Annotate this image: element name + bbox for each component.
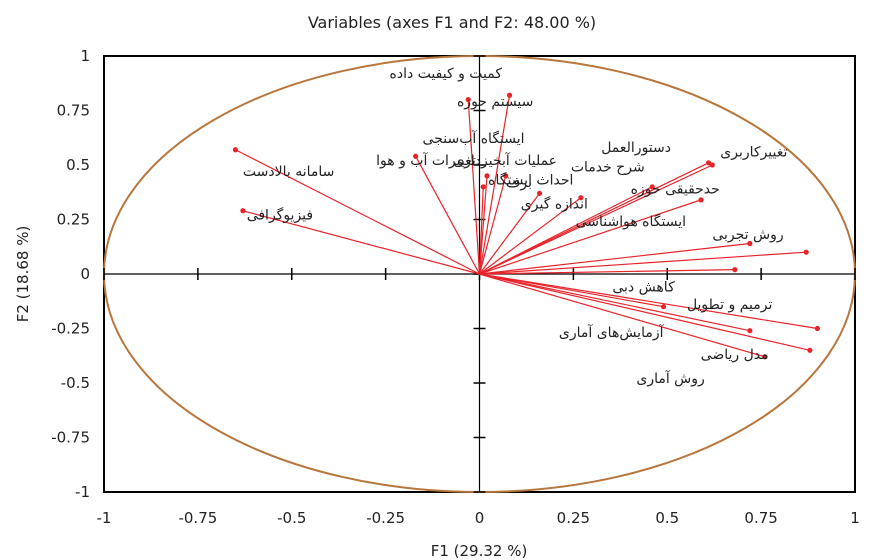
- variable-vector: [479, 186, 653, 275]
- variable-labels: کمیت و کیفیت داده سیستم حوزه سامانه بالادس…: [243, 66, 788, 387]
- variable-label: تغییرات آب و هوا: [376, 152, 476, 169]
- x-tick-label: -0.75: [178, 509, 217, 527]
- variable-point: [807, 347, 813, 353]
- variable-point: [732, 267, 738, 273]
- y-tick-label: -1: [75, 483, 90, 501]
- variable-label: احداث ایستگاه: [488, 172, 573, 189]
- variable-label: کمیت و کیفیت داده: [390, 66, 503, 82]
- variable-point: [814, 325, 821, 332]
- x-tick-label: 1: [850, 509, 860, 527]
- variable-label: ایستگاه آب‌سنجی: [423, 130, 525, 147]
- variable-label: ایستگاه هواشناسی: [576, 213, 686, 230]
- variable-point: [232, 147, 239, 153]
- x-tick-label: 0.75: [744, 509, 777, 527]
- variable-vector: [479, 269, 735, 275]
- variable-label: فیزیوگرافی: [247, 207, 313, 224]
- y-tick-label: -0.5: [61, 374, 90, 392]
- variable-point: [660, 304, 667, 310]
- variable-label: آزمایش‌های آماری: [559, 324, 665, 341]
- variable-point: [413, 153, 419, 159]
- variable-vector: [479, 251, 807, 275]
- variable-label: سیستم حوزه: [457, 94, 533, 110]
- x-tick-labels: -1 -0.75 -0.5 -0.25 0 0.25 0.5 0.75 1: [97, 268, 860, 527]
- variable-point: [480, 184, 486, 190]
- variable-point: [536, 190, 543, 196]
- y-tick-label: -0.25: [51, 320, 90, 338]
- variable-label: سامانه بالادست: [243, 164, 334, 180]
- variable-vector: [478, 175, 507, 275]
- variable-vector: [478, 186, 484, 275]
- variable-vector: [479, 273, 818, 330]
- variable-vector: [479, 164, 713, 275]
- y-tick-label: 1: [80, 47, 90, 65]
- variable-vector: [479, 273, 750, 332]
- variable-vector: [479, 273, 766, 358]
- variable-vectors: [232, 92, 821, 360]
- x-tick-label: -1: [97, 509, 112, 527]
- variable-label: دستورالعمل: [601, 140, 671, 156]
- variable-label: کاهش دبی: [612, 279, 675, 295]
- variable-label: حدحقیقی حوزه: [631, 181, 720, 197]
- variable-vector: [467, 99, 481, 275]
- variable-point: [747, 328, 753, 334]
- variable-point: [240, 208, 246, 214]
- variable-vector: [479, 192, 541, 275]
- variable-point: [465, 97, 471, 103]
- variable-point: [803, 249, 809, 255]
- variable-vector: [479, 197, 582, 275]
- variable-point: [484, 173, 490, 179]
- variable-label: روش تجربی: [712, 227, 783, 243]
- x-tick-label: 0: [475, 509, 485, 527]
- variable-point: [578, 195, 584, 201]
- variable-label: اندازه گیری: [521, 196, 588, 213]
- variable-vector: [242, 210, 480, 275]
- variable-vector: [479, 273, 811, 351]
- variable-vector: [415, 155, 481, 275]
- y-tick-label: 0: [80, 265, 90, 283]
- variable-vector: [479, 199, 702, 275]
- variable-vector: [479, 242, 750, 275]
- variable-vector: [479, 162, 709, 275]
- y-tick-labels: 1 0.75 0.5 0.25 0 -0.25 -0.5 -0.75 -1: [51, 47, 486, 501]
- variable-vector: [479, 273, 664, 308]
- chart-title: Variables (axes F1 and F2: 48.00 %): [308, 13, 596, 32]
- variable-vector: [478, 95, 511, 275]
- variable-label: عملیات آبخیزداری: [453, 152, 557, 169]
- y-tick-label: 0.5: [66, 156, 90, 174]
- y-tick-label: 0.25: [57, 211, 90, 229]
- variable-point: [705, 160, 712, 166]
- variable-label: برف: [506, 175, 532, 191]
- x-axis-title: F1 (29.32 %): [431, 542, 528, 560]
- y-tick-label: -0.75: [51, 429, 90, 447]
- y-axis-title: F2 (18.68 %): [14, 226, 32, 323]
- variable-point: [762, 354, 768, 360]
- variable-label: شرح خدمات: [571, 160, 645, 176]
- variable-vector: [235, 149, 480, 275]
- variable-label: روش آماری: [636, 370, 704, 387]
- variable-label: تغییرکاربری: [720, 144, 787, 160]
- x-tick-label: -0.5: [277, 509, 306, 527]
- y-tick-label: 0.75: [57, 102, 90, 120]
- x-tick-label: 0.5: [655, 509, 679, 527]
- variable-point: [709, 162, 715, 168]
- x-tick-label: -0.25: [366, 509, 405, 527]
- variable-point: [503, 173, 509, 179]
- variable-label: مدل ریاضی: [701, 347, 769, 363]
- variable-point: [649, 184, 655, 190]
- variable-label: ترمیم و تطویل: [687, 297, 773, 313]
- x-tick-label: 0.25: [557, 509, 590, 527]
- variable-point: [506, 92, 513, 98]
- variable-point: [747, 240, 753, 247]
- variable-point: [698, 197, 704, 203]
